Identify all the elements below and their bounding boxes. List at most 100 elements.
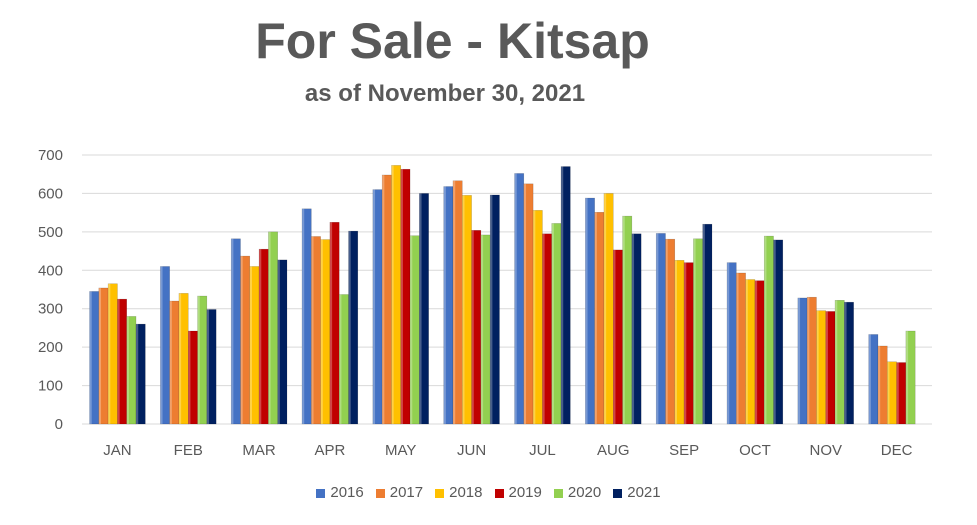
bar-highlight bbox=[585, 198, 588, 424]
bar-2021-apr bbox=[348, 230, 359, 425]
bar-highlight bbox=[188, 331, 191, 424]
bar-2020-dec bbox=[905, 330, 916, 425]
bar-highlight bbox=[490, 194, 493, 424]
legend-item-2020: 2020 bbox=[553, 484, 602, 501]
bar-highlight bbox=[277, 259, 280, 424]
bar-highlight bbox=[844, 302, 847, 424]
legend-item-2017: 2017 bbox=[375, 484, 424, 501]
chart-subtitle: as of November 30, 2021 bbox=[304, 80, 586, 107]
bar-highlight bbox=[240, 256, 243, 424]
bar-highlight bbox=[169, 301, 172, 424]
legend-label: 2018 bbox=[449, 484, 483, 501]
bar-highlight bbox=[905, 331, 909, 424]
bar-2021-sep bbox=[702, 223, 713, 425]
bar-2021-may bbox=[419, 193, 429, 425]
bar-2021-nov bbox=[844, 301, 854, 425]
bar-highlight bbox=[348, 231, 351, 424]
bar-highlight bbox=[471, 230, 474, 424]
bar-2019-dec bbox=[896, 362, 907, 425]
legend-swatch bbox=[316, 488, 326, 498]
bar-highlight bbox=[372, 189, 376, 424]
bar-highlight bbox=[160, 266, 163, 424]
x-axis-ticks: JAN FEB MAR APR MAY JUN JUL AUG SEP OCT NOV DEC bbox=[103, 442, 912, 459]
bar-highlight bbox=[443, 186, 446, 424]
y-tick-label: 0 bbox=[55, 416, 63, 433]
legend-swatch bbox=[613, 488, 623, 498]
legend-item-2018: 2018 bbox=[435, 484, 483, 501]
x-tick-label: JAN bbox=[103, 442, 131, 459]
bar-highlight bbox=[764, 236, 767, 424]
bar-highlight bbox=[773, 239, 776, 424]
bar-highlight bbox=[197, 296, 200, 424]
bar-2016-nov bbox=[797, 297, 808, 425]
y-tick-label: 500 bbox=[38, 224, 63, 241]
bar-2018-oct bbox=[745, 279, 756, 425]
y-tick-label: 700 bbox=[38, 147, 63, 164]
bar-2018-jun bbox=[462, 195, 472, 425]
bar-2021-jun bbox=[489, 194, 500, 425]
bar-highlight bbox=[480, 234, 484, 424]
bar-highlight bbox=[231, 238, 234, 424]
bar-highlight bbox=[523, 183, 527, 424]
bar-highlight bbox=[754, 280, 758, 424]
bar-highlight bbox=[561, 166, 564, 424]
bar-highlight bbox=[736, 272, 739, 424]
x-tick-label: DEC bbox=[881, 442, 913, 459]
x-tick-label: APR bbox=[314, 442, 345, 459]
bar-highlight bbox=[603, 193, 607, 424]
bar-highlight bbox=[665, 239, 668, 424]
x-tick-label: JUN bbox=[457, 442, 486, 459]
bar-2021-mar bbox=[277, 259, 288, 425]
legend-label: 2020 bbox=[567, 484, 602, 501]
x-tick-label: AUG bbox=[597, 442, 630, 459]
y-tick-label: 100 bbox=[38, 378, 63, 395]
legend-swatch bbox=[435, 488, 445, 498]
y-axis-ticks: 0 100 200 300 400 500 600 700 bbox=[38, 147, 63, 433]
y-tick-label: 300 bbox=[38, 301, 63, 318]
bar-highlight bbox=[877, 345, 881, 424]
x-tick-label: MAY bbox=[385, 442, 416, 459]
bar-2018-jul bbox=[532, 210, 543, 425]
bar-highlight bbox=[126, 316, 129, 424]
bar-2021-aug bbox=[631, 233, 642, 425]
bar-highlight bbox=[302, 208, 305, 424]
legend: 2016 2017 2018 2019 2020 2021 bbox=[0, 484, 977, 501]
bar-highlight bbox=[613, 249, 616, 424]
bar-2021-oct bbox=[773, 239, 784, 425]
bar-highlight bbox=[594, 212, 597, 424]
bar-highlight bbox=[178, 293, 182, 424]
bar-highlight bbox=[259, 249, 262, 424]
legend-item-2016: 2016 bbox=[316, 484, 364, 501]
bar-highlight bbox=[684, 262, 687, 424]
bar-2016-jun bbox=[443, 186, 454, 425]
bar-highlight bbox=[89, 291, 92, 424]
x-tick-label: MAR bbox=[242, 442, 276, 459]
legend-item-2019: 2019 bbox=[494, 484, 542, 501]
bar-2016-aug bbox=[585, 197, 595, 425]
gridlines bbox=[82, 154, 932, 425]
bar-highlight bbox=[400, 169, 403, 424]
chart-title: For Sale - Kitsap bbox=[255, 13, 650, 69]
bar-highlight bbox=[622, 216, 625, 424]
bar-highlight bbox=[807, 297, 810, 424]
x-tick-label: NOV bbox=[809, 442, 842, 459]
bar-highlight bbox=[631, 233, 635, 424]
bar-highlight bbox=[693, 238, 696, 424]
bar-highlight bbox=[835, 300, 838, 424]
bar-highlight bbox=[249, 266, 252, 424]
bar-highlight bbox=[268, 231, 271, 424]
bar-highlight bbox=[329, 222, 333, 424]
bar-highlight bbox=[382, 174, 385, 424]
legend-label: 2017 bbox=[389, 484, 424, 501]
bar-highlight bbox=[656, 233, 659, 424]
bar-highlight bbox=[702, 224, 705, 424]
bar-highlight bbox=[825, 311, 828, 424]
x-tick-label: SEP bbox=[669, 442, 699, 459]
bar-highlight bbox=[320, 239, 323, 424]
bar-highlight bbox=[514, 173, 517, 424]
bar-2020-may bbox=[409, 235, 420, 425]
bar-highlight bbox=[410, 235, 413, 424]
bar-highlight bbox=[419, 193, 422, 424]
legend-label: 2016 bbox=[330, 484, 364, 501]
x-tick-label: OCT bbox=[739, 442, 771, 459]
